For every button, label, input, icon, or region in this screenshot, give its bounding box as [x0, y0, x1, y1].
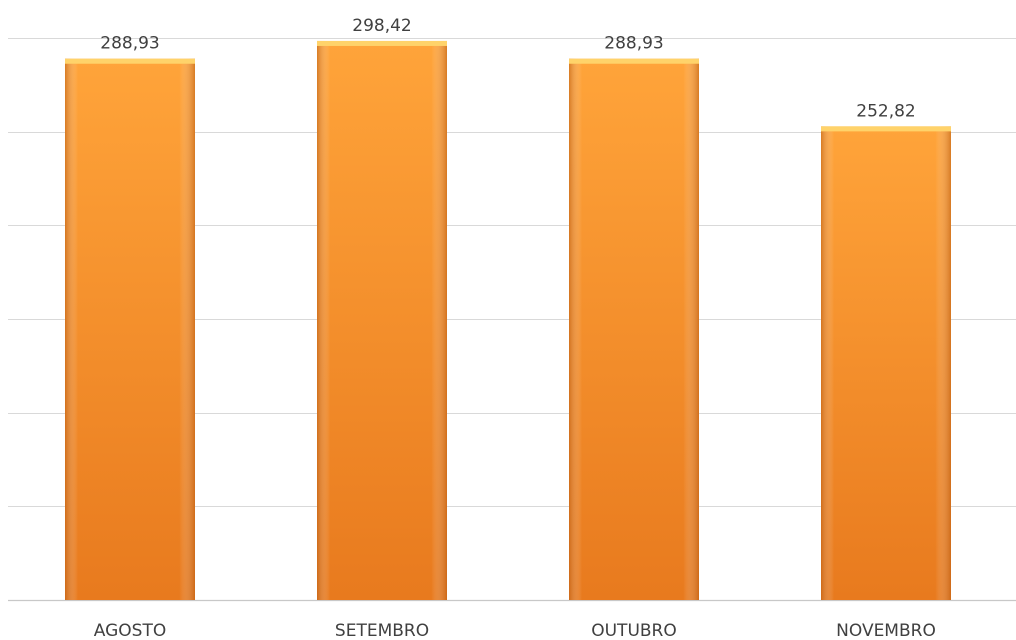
bar-shading	[569, 58, 699, 601]
data-label: 252,82	[856, 101, 915, 121]
bar-top-cap	[821, 126, 951, 132]
data-label: 288,93	[100, 34, 159, 54]
category-label: AGOSTO	[94, 621, 166, 640]
bars	[65, 40, 951, 601]
bar-shading	[65, 58, 195, 601]
category-labels: AGOSTO SETEMBRO OUTUBRO NOVEMBRO	[94, 621, 936, 640]
bar-top-cap	[569, 58, 699, 64]
data-label: 288,93	[604, 34, 663, 54]
category-label: OUTUBRO	[591, 621, 677, 640]
bar-shading	[821, 126, 951, 601]
category-label: SETEMBRO	[335, 621, 429, 640]
bar-top-cap	[317, 40, 447, 46]
category-label: NOVEMBRO	[836, 621, 936, 640]
bar-top-cap	[65, 58, 195, 64]
data-label: 298,42	[352, 16, 411, 36]
bar-shading	[317, 40, 447, 601]
data-labels: 288,93 298,42 288,93 252,82	[100, 16, 915, 121]
